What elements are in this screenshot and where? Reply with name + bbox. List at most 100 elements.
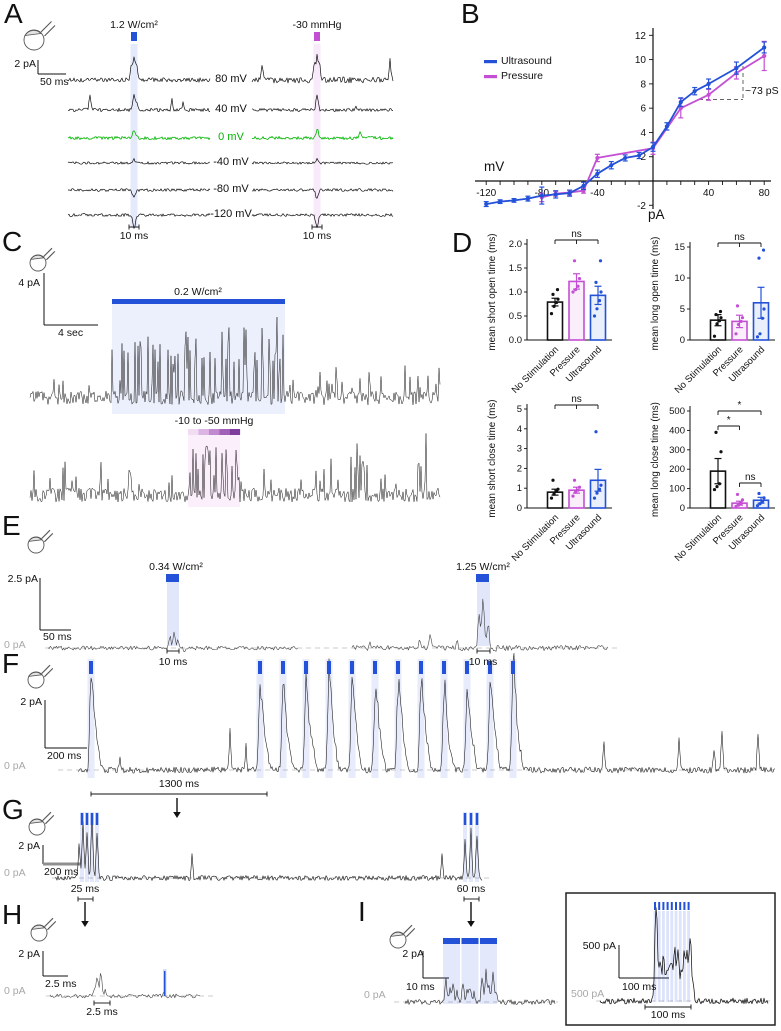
pulse-marker (85, 813, 89, 825)
stim-band (87, 659, 95, 778)
data-point (762, 45, 767, 50)
pressure-stim-band (313, 44, 321, 228)
scatter-point (556, 297, 560, 301)
bar-y-tick-label: 500 (669, 406, 685, 417)
stim-band (440, 659, 448, 778)
scatter-point (717, 482, 722, 486)
sig-label: ns (571, 394, 582, 405)
trace-h (49, 973, 200, 999)
inset-burst-duration: 100 ms (650, 1009, 686, 1021)
inset-scalebar-current: 500 pA (582, 940, 616, 952)
scatter-point (549, 312, 554, 316)
x-tick-label: -120 (476, 188, 496, 199)
pulse-marker (465, 661, 469, 674)
pipette-icon (44, 668, 54, 678)
stimulus-label-ultrasound-a: 1.2 W/cm² (110, 19, 158, 31)
scatter-point (740, 316, 745, 320)
stimulus-label-ultrasound-c: 0.2 W/cm² (174, 286, 222, 298)
scatter-point (734, 332, 738, 336)
scatter-point (739, 319, 743, 323)
data-point (498, 199, 503, 204)
scatter-point (599, 290, 603, 294)
data-point (706, 92, 711, 97)
baseline-label-e: 0 pA (4, 639, 26, 651)
data-point (595, 171, 600, 176)
pulse-marker (89, 661, 93, 674)
pulse-marker (419, 661, 423, 674)
data-point (623, 155, 628, 161)
data-point (706, 81, 711, 86)
data-point (581, 183, 586, 188)
trace-a-right (251, 213, 394, 228)
stim-band (463, 812, 467, 882)
legend-pressure: Pressure (501, 70, 544, 82)
burst-duration-h: 2.5 ms (86, 1006, 118, 1018)
pulse-marker (662, 902, 665, 910)
panel-label-i: I (358, 896, 366, 927)
bar-y-axis-label: mean long open time (ms) (650, 237, 661, 351)
data-point (609, 163, 614, 168)
bar-0 (546, 301, 564, 341)
stim-band (653, 911, 657, 1002)
scatter-point (594, 280, 598, 284)
pulse-marker (654, 902, 656, 910)
data-point (484, 201, 489, 207)
pipette-icon (403, 924, 413, 934)
scatter-point (755, 335, 760, 339)
pressure-ramp-bar (198, 429, 209, 435)
scatter-point (735, 304, 740, 308)
voltage-label: 80 mV (215, 73, 247, 85)
stim-band (657, 911, 661, 1002)
inset-box (565, 892, 776, 1026)
y-tick-label: -2 (637, 201, 646, 212)
stim-band (678, 911, 682, 1002)
scatter-point (597, 487, 602, 491)
pulse-marker-high (476, 574, 489, 582)
scatter-point (576, 284, 580, 288)
voltage-label: 40 mV (215, 103, 247, 115)
arrow-head (467, 921, 475, 927)
voltage-label: -80 mV (213, 183, 249, 195)
trace-f (77, 652, 776, 774)
pulse-marker (258, 661, 262, 674)
scatter-point (599, 483, 603, 487)
scatter-point (577, 485, 582, 489)
legend-swatch-ultrasound (484, 60, 497, 64)
trace-inset (599, 907, 769, 1005)
scalebar-current-i: 2 pA (402, 948, 424, 960)
pulse-marker (281, 661, 285, 674)
trace-e-left (47, 631, 298, 653)
trace-a-left (67, 213, 211, 229)
scatter-point (552, 304, 556, 308)
pulse-marker (683, 902, 686, 910)
stimulus-label-pressure-a: -30 mmHg (292, 19, 342, 31)
pulse-marker (90, 813, 94, 825)
panel-label-a: A (4, 0, 23, 29)
stimulus-label-pressure-c: -10 to -50 mmHg (174, 415, 254, 427)
trace-a-left (67, 130, 211, 141)
scatter-point (572, 259, 577, 263)
stim-bar (443, 938, 460, 944)
bar-y-tick-label: 1 (517, 483, 522, 494)
data-point (595, 155, 600, 161)
scatter-point (571, 290, 575, 294)
stim-band (486, 659, 494, 778)
scatter-point (714, 312, 718, 317)
interval-label: 1300 ms (158, 778, 200, 790)
x-axis-label-b: mV (484, 159, 505, 174)
stim-band (256, 659, 264, 778)
stim-band (302, 659, 310, 778)
pipette-icon (406, 928, 416, 938)
pressure-stim-band (188, 435, 240, 507)
scatter-point (594, 430, 598, 434)
data-point (650, 144, 656, 150)
voltage-label: 0 mV (218, 131, 244, 143)
data-point (553, 192, 558, 197)
bar-y-axis-label: mean short open time (ms) (487, 233, 498, 350)
panel-label-d: D (452, 227, 473, 258)
stim-band (469, 812, 473, 882)
pulse-marker (475, 813, 479, 825)
y-tick-label: 8 (640, 79, 646, 90)
trace-a-left (67, 93, 211, 113)
